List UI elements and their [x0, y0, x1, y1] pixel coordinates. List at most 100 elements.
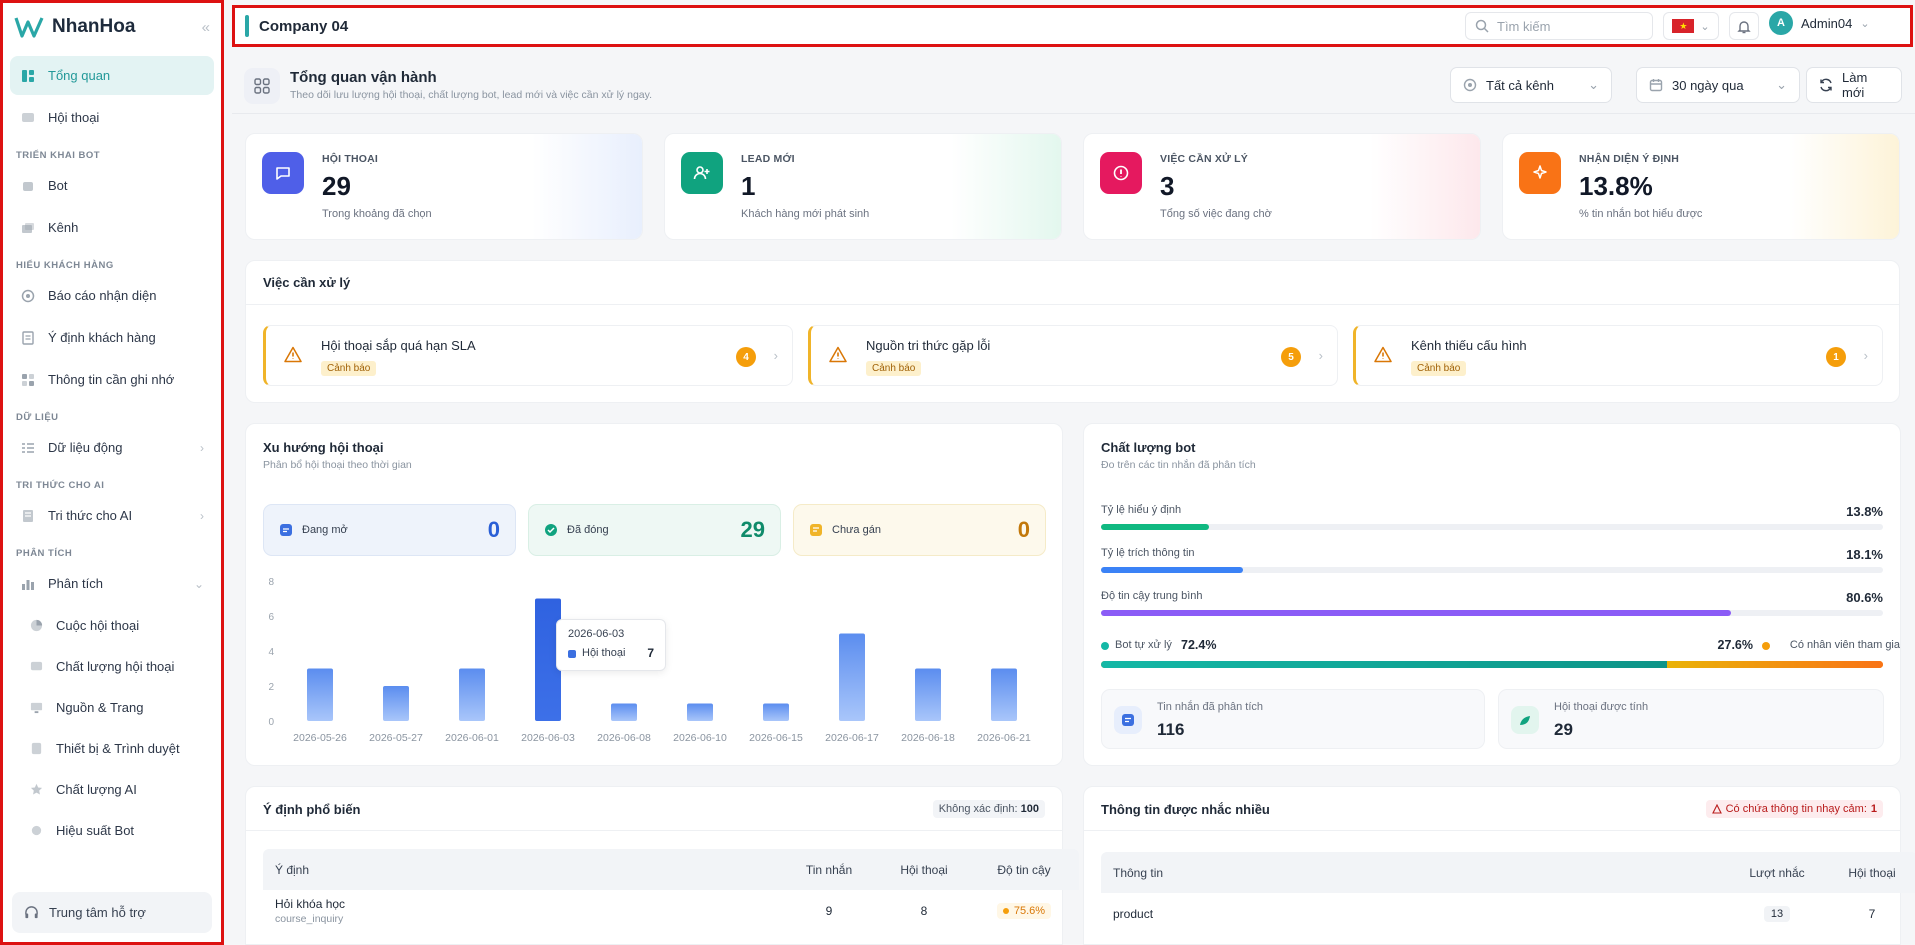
confidence-badge: 75.6% [996, 903, 1052, 919]
column-header[interactable]: Thông tin [1101, 852, 1727, 893]
intent-rate-row: Tỷ lệ hiểu ý định 13.8% [1101, 504, 1883, 534]
column-header[interactable]: Hội thoại [1827, 852, 1915, 893]
stat-label: VIỆC CẦN XỬ LÝ [1160, 153, 1248, 165]
date-range-filter[interactable]: 30 ngày qua ⌄ [1636, 67, 1800, 103]
sidebar-item-overview[interactable]: Tổng quan [10, 56, 214, 95]
sidebar-item-ai-quality[interactable]: Chất lượng AI [10, 770, 214, 808]
chart-bar [383, 686, 409, 721]
top-bar: Company 04 Tìm kiếm ★ ⌄ A Admin04 ⌄ [232, 5, 1913, 47]
column-header[interactable]: Ý định [263, 849, 779, 890]
counted-conversations-card: Hội thoại được tính 29 [1498, 689, 1884, 749]
bot-icon [20, 178, 36, 194]
stat-label: HỘI THOẠI [322, 153, 379, 165]
chart-tooltip: 2026-06-03 Hội thoại 7 [556, 619, 666, 671]
user-menu[interactable]: A Admin04 ⌄ [1769, 11, 1870, 35]
book-icon [20, 508, 36, 524]
quality-value: 80.6% [1846, 590, 1883, 605]
x-tick-label: 2026-06-21 [977, 732, 1031, 744]
task-title: Hội thoại sắp quá hạn SLA [321, 338, 476, 353]
confidence-row: Độ tin cậy trung bình 80.6% [1101, 590, 1883, 620]
stat-subtitle: % tin nhắn bot hiểu được [1579, 208, 1703, 220]
chat-icon [262, 152, 304, 194]
date-range-value: 30 ngày qua [1672, 77, 1744, 93]
section-title: HIỂU KHÁCH HÀNG [16, 260, 114, 271]
notifications-button[interactable] [1729, 12, 1759, 40]
search-placeholder: Tìm kiếm [1497, 18, 1551, 34]
unassigned-conversations-card: Chưa gán 0 [793, 504, 1046, 556]
sidebar-item-memory-info[interactable]: Thông tin cần ghi nhớ [10, 360, 214, 399]
sidebar-item-bot[interactable]: Bot [10, 166, 214, 205]
sidebar-item-ai-knowledge[interactable]: Tri thức cho AI › [10, 496, 214, 535]
headset-icon [24, 905, 39, 920]
sidebar-item-label: Tổng quan [48, 68, 111, 83]
sidebar-item-analytics[interactable]: Phân tích ⌄ [10, 564, 214, 603]
sidebar-item-channel[interactable]: Kênh [10, 208, 214, 247]
conversation-count-icon [1511, 706, 1539, 734]
refresh-button[interactable]: Làm mới [1806, 67, 1902, 103]
company-name[interactable]: Company 04 [259, 17, 349, 35]
task-item-knowledge-error[interactable]: Nguồn tri thức gặp lỗi Cảnh báo 5 › [808, 325, 1338, 386]
x-tick-label: 2026-06-01 [445, 732, 499, 744]
table-row[interactable]: product 13 7 [1101, 893, 1915, 935]
sensitive-info-badge: Có chứa thông tin nhạy cảm: 1 [1705, 800, 1883, 818]
y-tick-label: 6 [268, 612, 274, 623]
panel-title: Việc cần xử lý [246, 261, 1899, 305]
chart-bar [611, 703, 637, 721]
inbox-icon [279, 523, 293, 537]
legend-dot-staff [1762, 642, 1770, 650]
quality-bar [1101, 610, 1732, 616]
sidebar-item-sources-pages[interactable]: Nguồn & Trang [10, 688, 214, 726]
task-count: 5 [1281, 347, 1301, 367]
info-conversations: 7 [1868, 907, 1876, 921]
sidebar-item-bot-performance[interactable]: Hiệu suất Bot [10, 811, 214, 849]
column-header[interactable]: Lượt nhắc [1727, 852, 1827, 893]
column-header[interactable]: Hội thoại [879, 849, 969, 890]
task-item-channel-config[interactable]: Kênh thiếu cấu hình Cảnh báo 1 › [1353, 325, 1883, 386]
message-icon [1114, 706, 1142, 734]
panel-title: Chất lượng bot [1101, 440, 1196, 455]
monitor-icon [28, 699, 44, 715]
sparkles-icon [1519, 152, 1561, 194]
stat-value: 3 [1160, 171, 1175, 201]
y-tick-label: 8 [268, 577, 274, 588]
info-value: 116 [1157, 720, 1185, 739]
mini-label: Chưa gán [832, 524, 881, 536]
intent-code: course_inquiry [275, 913, 344, 925]
task-item-sla[interactable]: Hội thoại sắp quá hạn SLA Cảnh báo 4 › [263, 325, 793, 386]
chart-bar [307, 668, 333, 721]
sidebar-item-recognition-report[interactable]: Báo cáo nhận diện [10, 276, 214, 315]
sidebar-item-customer-intent[interactable]: Ý định khách hàng [10, 318, 214, 357]
channel-filter[interactable]: Tất cả kênh ⌄ [1450, 67, 1612, 103]
check-circle-icon [544, 523, 558, 537]
y-tick-label: 2 [268, 682, 274, 693]
info-value: 29 [1554, 720, 1573, 739]
sidebar-item-conversation-quality[interactable]: Chất lượng hội thoại [10, 647, 214, 685]
sidebar-item-devices-browsers[interactable]: Thiết bị & Trình duyệt [10, 729, 214, 767]
language-selector[interactable]: ★ ⌄ [1663, 12, 1719, 40]
vietnam-flag-icon: ★ [1672, 19, 1695, 33]
collapse-sidebar-icon[interactable]: « [201, 18, 210, 36]
chart-bar [991, 668, 1017, 721]
quality-label: Tỷ lệ hiểu ý định [1101, 504, 1182, 516]
sidebar-item-conversations[interactable]: Hội thoại [10, 98, 214, 137]
section-title: TRIỂN KHAI BOT [16, 150, 101, 161]
avatar: A [1769, 11, 1793, 35]
task-count: 4 [736, 347, 756, 367]
bot-handled-value: 72.4% [1181, 638, 1217, 652]
section-title: DỮ LIỆU [16, 412, 59, 423]
grid-icon [20, 372, 36, 388]
stat-subtitle: Trong khoảng đã chọn [322, 208, 432, 220]
chevron-right-icon: › [200, 440, 204, 455]
target-icon [20, 288, 36, 304]
search-input[interactable]: Tìm kiếm [1465, 12, 1653, 40]
sidebar-item-dynamic-data[interactable]: Dữ liệu động › [10, 428, 214, 467]
help-center-button[interactable]: Trung tâm hỗ trợ [12, 892, 212, 933]
table-row[interactable]: Hỏi khóa học course_inquiry 9 8 75.6% [263, 890, 1079, 932]
status-dot [1002, 908, 1009, 914]
column-header[interactable]: Độ tin cậy [969, 849, 1079, 890]
chevron-down-icon: ⌄ [193, 576, 204, 591]
column-header[interactable]: Tin nhắn [779, 849, 879, 890]
quality-label: Độ tin cậy trung bình [1101, 590, 1203, 602]
mini-label: Đã đóng [567, 524, 609, 536]
sidebar-item-conversation-analytics[interactable]: Cuộc hội thoại [10, 606, 214, 644]
